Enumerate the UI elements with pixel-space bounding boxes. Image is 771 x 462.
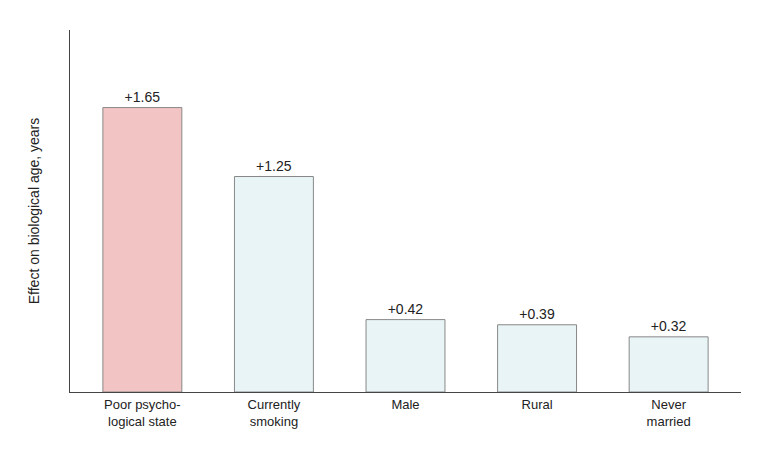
svg-text:Male: Male	[391, 397, 419, 412]
svg-text:+0.42: +0.42	[388, 301, 424, 317]
svg-text:+0.32: +0.32	[651, 318, 687, 334]
svg-text:Rural: Rural	[522, 397, 553, 412]
svg-text:Currentlysmoking: Currentlysmoking	[248, 397, 301, 429]
svg-text:+0.39: +0.39	[519, 306, 555, 322]
svg-text:+1.25: +1.25	[256, 158, 292, 174]
svg-text:Effect on biological age, year: Effect on biological age, years	[26, 118, 42, 305]
svg-text:Poor psycho-logical state: Poor psycho-logical state	[104, 397, 181, 429]
svg-text:Nevermarried: Nevermarried	[647, 397, 691, 429]
svg-text:+1.65: +1.65	[125, 89, 161, 105]
